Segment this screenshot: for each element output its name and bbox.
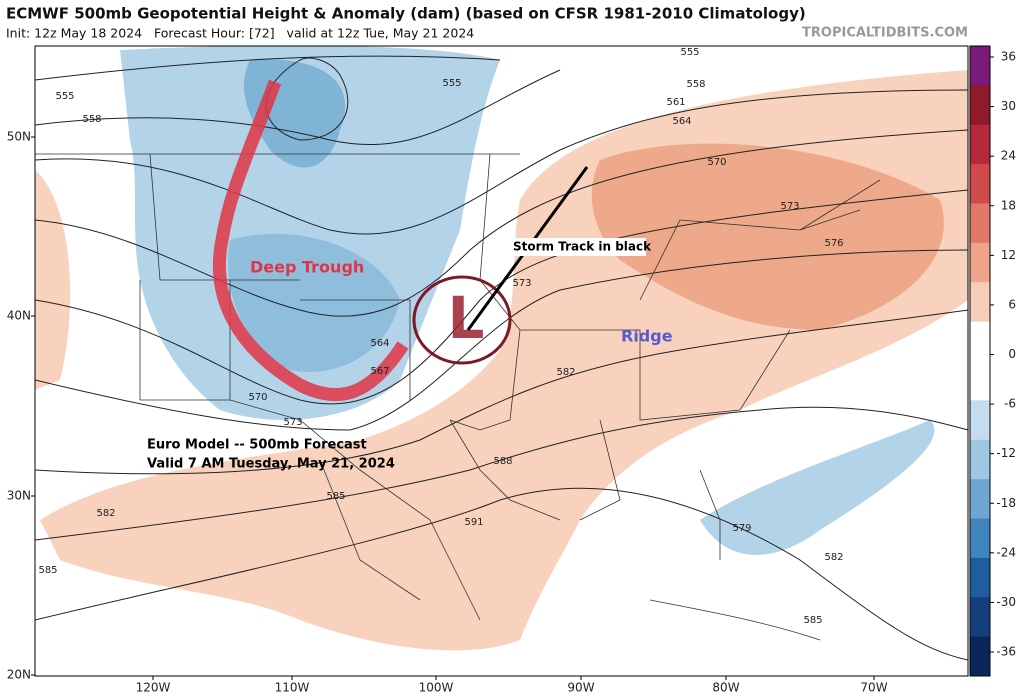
- colorbar-label: -30: [996, 595, 1016, 609]
- lat-label: 50N: [7, 130, 31, 144]
- lat-label: 20N: [7, 668, 31, 682]
- contour-label: 558: [82, 114, 101, 125]
- lon-label: 80W: [712, 681, 739, 695]
- title: ECMWF 500mb Geopotential Height & Anomal…: [6, 5, 806, 23]
- contour-label: 570: [248, 392, 267, 403]
- colorbar-swatch: [970, 242, 990, 283]
- contour-label: 564: [370, 338, 389, 349]
- lon-label: 100W: [419, 681, 454, 695]
- negative-anomaly: [700, 420, 935, 555]
- colorbar-swatch: [970, 321, 990, 362]
- contour-label: 558: [686, 79, 705, 90]
- colorbar-swatch: [970, 361, 990, 401]
- colorbar-swatch: [970, 282, 990, 323]
- colorbar-swatch: [970, 124, 990, 165]
- lon-label: 70W: [860, 681, 887, 695]
- contour-label: 567: [370, 366, 389, 377]
- colorbar-swatch: [970, 46, 990, 86]
- caption-line: Valid 7 AM Tuesday, May 21, 2024: [147, 457, 395, 472]
- colorbar-swatch: [970, 518, 990, 559]
- colorbar-swatch: [970, 636, 990, 677]
- contour-label: 576: [824, 238, 843, 249]
- contour-label: 555: [55, 91, 74, 102]
- colorbar-swatch: [970, 85, 990, 126]
- negative-anomaly: [120, 46, 500, 420]
- contour-label: 555: [680, 47, 699, 58]
- colorbar-swatch: [970, 557, 990, 598]
- colorbar-label: 30: [1001, 99, 1016, 113]
- contour-label: 573: [780, 201, 799, 212]
- map-frame: [34, 45, 969, 677]
- ridge-label: Ridge: [621, 327, 673, 346]
- colorbar-label: 18: [1001, 198, 1016, 212]
- contour-label: 582: [824, 552, 843, 563]
- contour-label: 579: [732, 523, 751, 534]
- contour-label: 570: [707, 157, 726, 168]
- contour-label: 591: [464, 517, 483, 528]
- negative-anomaly-core: [228, 233, 400, 372]
- colorbar-swatch: [970, 597, 990, 638]
- positive-anomaly-core: [591, 143, 944, 330]
- height-contours: [35, 55, 968, 661]
- trough-arrow: [212, 79, 409, 402]
- contour-label: 582: [556, 367, 575, 378]
- contour-label: 582: [96, 508, 115, 519]
- colorbar-swatch: [970, 400, 990, 441]
- contour-label: 588: [493, 456, 512, 467]
- colorbar-label: -6: [1004, 397, 1016, 411]
- credit: TROPICALTIDBITS.COM: [802, 26, 968, 41]
- storm-track-label: Storm Track in black: [513, 240, 652, 254]
- colorbar-frame: [969, 45, 991, 677]
- coastline: [649, 599, 821, 641]
- lon-label: 120W: [136, 681, 171, 695]
- caption-line: Euro Model -- 500mb Forecast: [147, 438, 367, 453]
- contour-label: 555: [442, 78, 461, 89]
- contour-label: 585: [803, 615, 822, 626]
- low-circle: [412, 275, 512, 365]
- colorbar-swatch: [970, 479, 990, 519]
- colorbar-swatch: [970, 164, 990, 204]
- contour-label: 585: [38, 565, 57, 576]
- borders: [35, 153, 881, 621]
- lon-label: 110W: [275, 681, 310, 695]
- colorbar-label: -12: [996, 446, 1016, 460]
- label-box: [508, 238, 646, 256]
- colorbar-label: -36: [996, 645, 1016, 659]
- colorbar-label: 24: [1001, 149, 1016, 163]
- colorbar-swatch: [970, 439, 990, 480]
- lat-label: 30N: [7, 489, 31, 503]
- colorbar-label: 6: [1008, 297, 1016, 311]
- contour-label: 585: [326, 491, 345, 502]
- trough-label: Deep Trough: [250, 258, 364, 277]
- colorbar-label: -18: [996, 496, 1016, 510]
- colorbar-swatch: [970, 203, 990, 244]
- lon-label: 90W: [567, 681, 594, 695]
- low-label: L: [448, 284, 485, 352]
- contour-label: 564: [672, 116, 691, 127]
- colorbar-label: 0: [1008, 347, 1016, 361]
- lat-label: 40N: [7, 309, 31, 323]
- contour-label: 561: [666, 97, 685, 108]
- positive-anomaly: [35, 170, 71, 390]
- map: [34, 45, 969, 677]
- colorbar-label: 12: [1001, 248, 1016, 262]
- colorbar-label: 36: [1001, 50, 1016, 64]
- contour-label: 573: [512, 278, 531, 289]
- contour-label: 573: [283, 417, 302, 428]
- colorbar-label: -24: [996, 545, 1016, 559]
- subtitle: Init: 12z May 18 2024 Forecast Hour: [72…: [6, 26, 474, 41]
- colorbar: 36 30 24 18 12 6 0 -6 -12 -18 -24 -30 -36: [969, 45, 1016, 677]
